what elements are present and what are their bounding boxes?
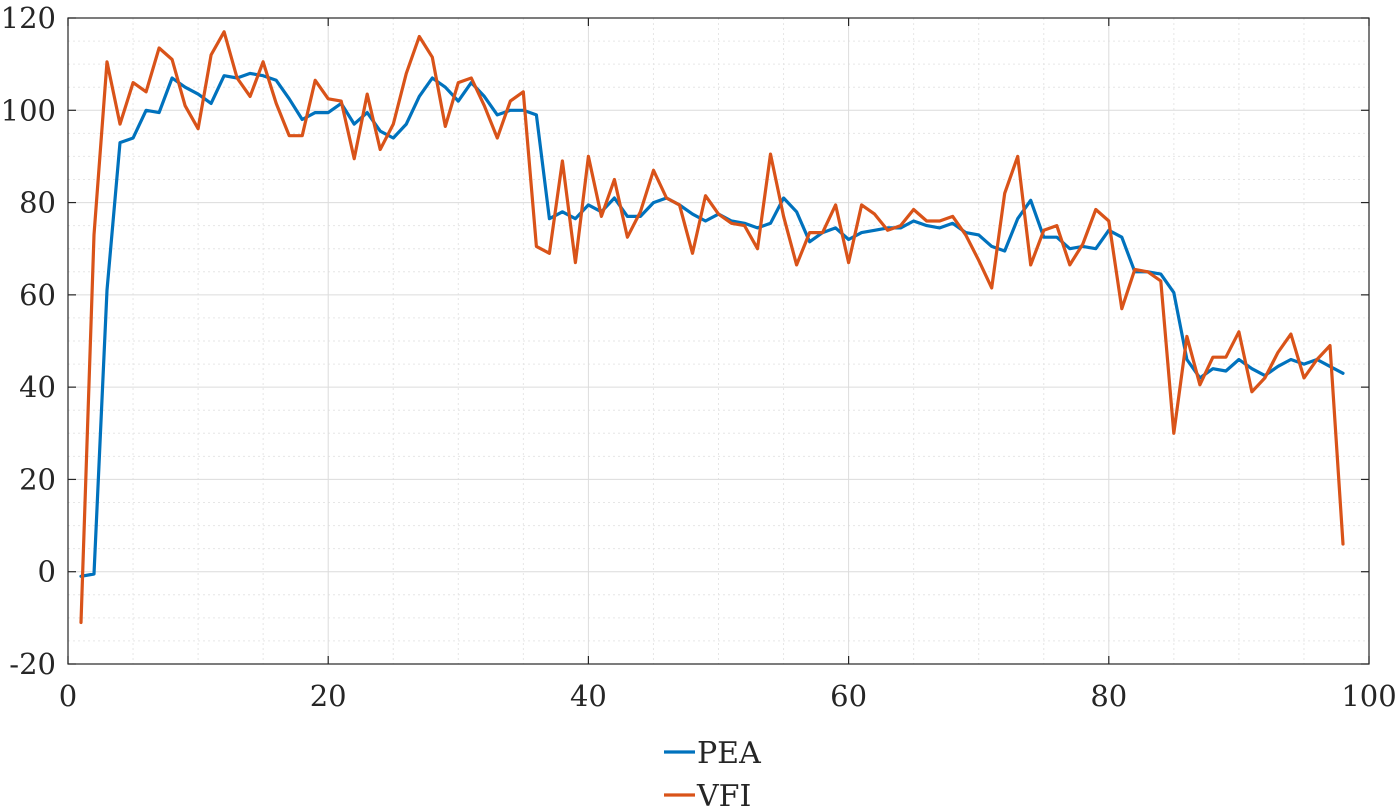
x-tick-label: 60	[830, 679, 867, 713]
x-tick-label: 80	[1090, 679, 1127, 713]
y-tick-label: 40	[19, 370, 56, 404]
series-line-pea	[79, 71, 1345, 578]
legend-item-vfi: VFI	[664, 779, 751, 809]
x-axis-tick-labels: 0 20 40 60 80 100	[59, 679, 1397, 713]
legend-label: PEA	[697, 736, 761, 771]
series-group	[79, 30, 1345, 625]
legend: PEA VFI	[664, 736, 761, 809]
y-tick-label: -20	[9, 647, 56, 681]
legend-label: VFI	[696, 779, 751, 809]
y-tick-label: 120	[1, 1, 56, 35]
axis-ticks	[67, 17, 1370, 665]
plot-area-frame	[67, 17, 1370, 665]
y-tick-label: 60	[19, 278, 56, 312]
minor-grid	[68, 18, 1369, 664]
x-tick-label: 20	[310, 679, 347, 713]
series-line-vfi	[79, 30, 1345, 625]
x-tick-label: 100	[1341, 679, 1396, 713]
legend-item-pea: PEA	[664, 736, 761, 771]
y-tick-label: 100	[1, 93, 56, 127]
y-tick-label: 0	[38, 555, 56, 589]
x-tick-label: 0	[59, 679, 77, 713]
x-tick-label: 40	[570, 679, 607, 713]
major-grid	[68, 18, 1369, 664]
y-tick-label: 80	[19, 186, 56, 220]
y-axis-tick-labels: -20 0 20 40 60 80 100 120	[1, 1, 56, 681]
y-tick-label: 20	[19, 462, 56, 496]
